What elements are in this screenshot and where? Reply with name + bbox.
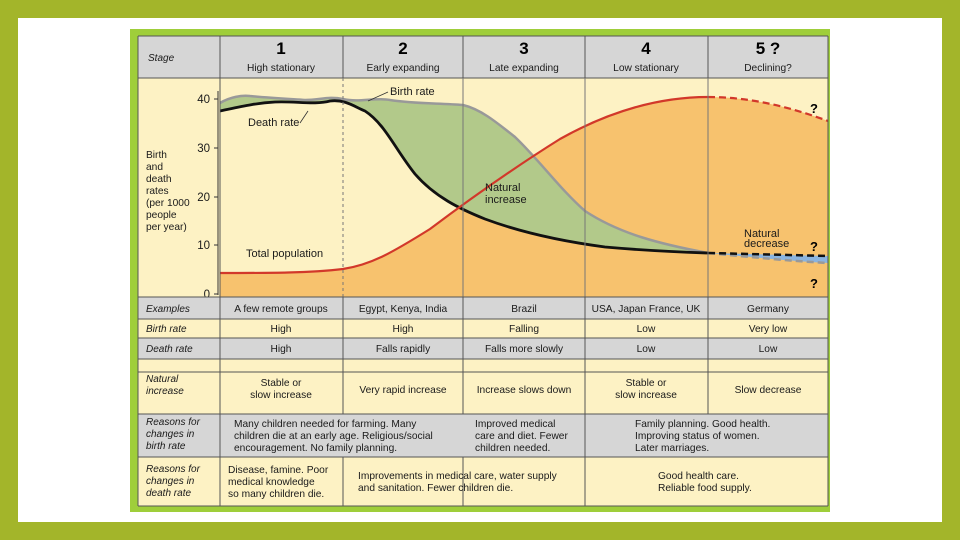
y-axis-label-line: rates xyxy=(146,186,169,197)
reasons-death-cell: Reliable food supply. xyxy=(658,483,752,494)
natural-increase-cell: Increase slows down xyxy=(477,385,572,396)
birth-rate-cell: High xyxy=(271,324,292,335)
reasons-death-cell: and sanitation. Fewer children die. xyxy=(358,483,513,494)
natural-increase-cell: Very rapid increase xyxy=(359,385,447,396)
y-tick-label: 20 xyxy=(197,192,210,204)
natural-increase-cell: slow increase xyxy=(615,390,677,401)
reasons-death-cell: Disease, famine. Poor xyxy=(228,465,329,476)
y-axis-label-line: Birth xyxy=(146,150,167,161)
reasons-birth-cell: Many children needed for farming. Many xyxy=(234,419,417,430)
reasons-birth-cell: children die at an early age. Religious/… xyxy=(234,431,433,442)
birth-rate-pointer xyxy=(367,91,389,102)
stage-dividers xyxy=(342,78,709,297)
examples-row-label: Examples xyxy=(146,304,190,315)
y-axis-label-line: and xyxy=(146,162,163,173)
natural-decrease-label: Natural xyxy=(744,228,779,240)
total-population-projection xyxy=(707,95,829,123)
death-rate-line xyxy=(219,99,709,255)
birth-rate-cell: Very low xyxy=(749,324,788,335)
natural-increase-cell: Stable or xyxy=(626,378,667,389)
death-rate-row-label: Death rate xyxy=(146,344,193,355)
reasons-birth-cell: encouragement. No family planning. xyxy=(234,443,397,454)
reasons-death-cell: so many children die. xyxy=(228,489,324,500)
stage-number: 5 ? xyxy=(756,39,781,58)
examples-cell: A few remote groups xyxy=(234,304,327,315)
stage-number: 1 xyxy=(276,39,285,58)
reasons-death-cell: Good health care. xyxy=(658,471,739,482)
death-rate-cell: High xyxy=(271,344,292,355)
stage-name: Late expanding xyxy=(489,63,559,74)
natural-increase-row-label: increase xyxy=(146,386,184,397)
stage-name: Low stationary xyxy=(613,63,680,74)
stage-row-label: Stage xyxy=(148,53,175,64)
birth-rate-row-label: Birth rate xyxy=(146,324,187,335)
stage-header-row xyxy=(138,36,828,78)
stage-name: High stationary xyxy=(247,63,316,74)
reasons-birth-row-label: birth rate xyxy=(146,441,186,452)
death-rate-projection xyxy=(707,251,829,258)
stage-number: 2 xyxy=(398,39,407,58)
reasons-death-cell: Improvements in medical care, water supp… xyxy=(358,471,558,482)
y-axis xyxy=(214,91,219,295)
reasons-birth-cell: care and diet. Fewer xyxy=(475,431,568,442)
reasons-birth-row-label: changes in xyxy=(146,429,195,440)
examples-cell: USA, Japan France, UK xyxy=(592,304,701,315)
birth-rate-label: Birth rate xyxy=(390,86,435,98)
death-rate-cell: Low xyxy=(637,344,656,355)
reasons-birth-cell: Improved medical xyxy=(475,419,555,430)
natural-increase-cell: Stable or xyxy=(261,378,302,389)
table-lines xyxy=(138,296,828,506)
y-axis-label-line: people xyxy=(146,210,177,221)
death-rate-cell: Low xyxy=(759,344,778,355)
natural-decrease-label: decrease xyxy=(744,238,789,250)
birth-rate-cell: High xyxy=(393,324,414,335)
death-rate-label: Death rate xyxy=(248,117,299,129)
table-shading xyxy=(138,297,828,457)
total-population-line xyxy=(219,95,709,275)
reasons-birth-row-label: Reasons for xyxy=(146,417,201,428)
natural-increase-label: increase xyxy=(485,194,527,206)
y-tick-label: 30 xyxy=(197,143,210,155)
reasons-death-row-label: Reasons for xyxy=(146,464,201,475)
natural-increase-area xyxy=(220,95,708,253)
reasons-death-row-label: death rate xyxy=(146,488,191,499)
y-tick-label: 40 xyxy=(197,94,210,106)
birth-rate-cell: Low xyxy=(637,324,656,335)
total-population-label: Total population xyxy=(246,248,323,260)
examples-cell: Brazil xyxy=(511,304,536,315)
demographic-transition-diagram: 40 30 20 10 0 Birth and death rates (per… xyxy=(130,29,830,512)
question-mark: ? xyxy=(810,101,818,116)
stage-number: 4 xyxy=(641,39,651,58)
birth-rate-cell: Falling xyxy=(509,324,539,335)
examples-cell: Germany xyxy=(747,304,790,315)
stage-name: Declining? xyxy=(744,63,792,74)
question-mark: ? xyxy=(810,276,818,291)
examples-cell: Egypt, Kenya, India xyxy=(359,304,448,315)
reasons-birth-cell: Later marriages. xyxy=(635,443,709,454)
y-axis-label-line: death xyxy=(146,174,172,185)
death-rate-pointer xyxy=(299,110,309,124)
death-rate-cell: Falls more slowly xyxy=(485,344,564,355)
natural-increase-label: Natural xyxy=(485,182,520,194)
stage-name: Early expanding xyxy=(366,63,439,74)
stage-number: 3 xyxy=(519,39,528,58)
natural-increase-cell: slow increase xyxy=(250,390,312,401)
natural-increase-row-label: Natural xyxy=(146,374,179,385)
natural-increase-cell: Slow decrease xyxy=(735,385,802,396)
y-axis-label-line: (per 1000 xyxy=(146,198,190,209)
reasons-death-cell: medical knowledge xyxy=(228,477,315,488)
y-axis-label-line: per year) xyxy=(146,222,187,233)
reasons-birth-cell: Family planning. Good health. xyxy=(635,419,770,430)
y-tick-label: 10 xyxy=(197,240,210,252)
reasons-birth-cell: children needed. xyxy=(475,443,550,454)
y-tick-label: 0 xyxy=(204,289,210,301)
reasons-death-row-label: changes in xyxy=(146,476,195,487)
question-mark: ? xyxy=(810,239,818,254)
reasons-birth-cell: Improving status of women. xyxy=(635,431,760,442)
death-rate-cell: Falls rapidly xyxy=(376,344,431,355)
